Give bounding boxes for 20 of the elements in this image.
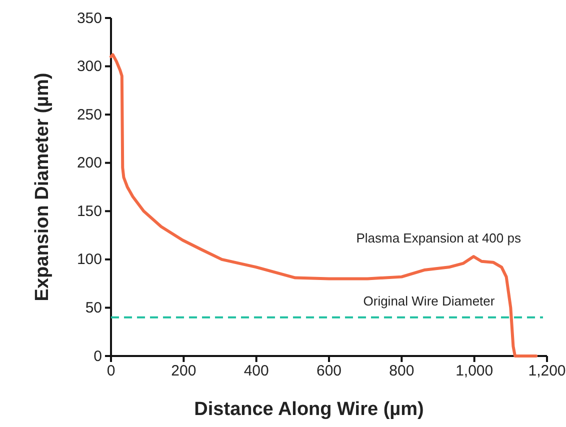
y-tick-label: 100	[76, 251, 102, 268]
x-tick-label: 1,000	[456, 362, 494, 380]
text: Plasma Expansion at 400 ps	[356, 230, 522, 246]
y-tick-label: 0	[94, 348, 102, 365]
y-tick-label: 150	[76, 202, 102, 220]
x-tick-label: 200	[171, 362, 196, 380]
y-tick-label: 300	[76, 58, 102, 76]
ref-line-label: Original Wire Diameter	[363, 293, 496, 308]
line-series	[110, 53, 538, 358]
y-tick-label: 50	[85, 300, 102, 317]
y-tick-label: 200	[76, 154, 102, 172]
x-axis-title: Distance Along Wire (µm)	[194, 399, 424, 420]
x-tick-label: 0	[106, 362, 116, 380]
x-tick-label: 1,200	[528, 362, 566, 380]
x-tick-label: 600	[316, 362, 342, 380]
x-tick-label: 800	[389, 362, 414, 380]
y-axis-title: Expansion Diameter (µm)	[32, 72, 53, 302]
x-tick-label: 400	[244, 362, 269, 380]
y-tick-label: 250	[76, 106, 102, 124]
y-tick-label: 350	[76, 10, 102, 27]
